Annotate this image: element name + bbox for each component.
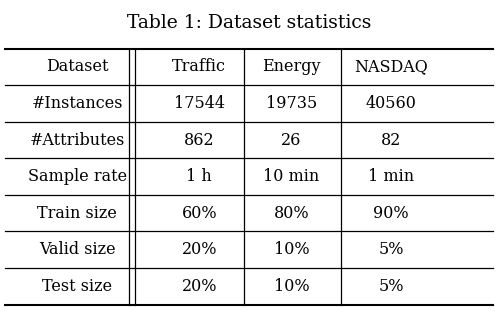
- Text: Dataset: Dataset: [46, 58, 109, 75]
- Text: Train size: Train size: [37, 205, 117, 222]
- Text: 1 min: 1 min: [368, 168, 414, 185]
- Text: 19735: 19735: [266, 95, 317, 112]
- Text: 5%: 5%: [378, 241, 404, 258]
- Text: NASDAQ: NASDAQ: [354, 58, 428, 75]
- Text: 90%: 90%: [373, 205, 409, 222]
- Text: Energy: Energy: [262, 58, 321, 75]
- Text: Valid size: Valid size: [39, 241, 116, 258]
- Text: 10 min: 10 min: [263, 168, 319, 185]
- Text: 1 h: 1 h: [186, 168, 212, 185]
- Text: 5%: 5%: [378, 278, 404, 295]
- Text: #Instances: #Instances: [31, 95, 123, 112]
- Text: Traffic: Traffic: [172, 58, 226, 75]
- Text: 862: 862: [184, 132, 215, 149]
- Text: 40560: 40560: [366, 95, 416, 112]
- Text: 60%: 60%: [181, 205, 217, 222]
- Text: 80%: 80%: [273, 205, 309, 222]
- Text: 10%: 10%: [273, 241, 309, 258]
- Text: 10%: 10%: [273, 278, 309, 295]
- Text: Table 1: Dataset statistics: Table 1: Dataset statistics: [127, 14, 371, 32]
- Text: 82: 82: [381, 132, 401, 149]
- Text: 26: 26: [281, 132, 301, 149]
- Text: Test size: Test size: [42, 278, 112, 295]
- Text: #Attributes: #Attributes: [29, 132, 125, 149]
- Text: 20%: 20%: [181, 278, 217, 295]
- Text: 17544: 17544: [174, 95, 225, 112]
- Text: 20%: 20%: [181, 241, 217, 258]
- Text: Sample rate: Sample rate: [27, 168, 127, 185]
